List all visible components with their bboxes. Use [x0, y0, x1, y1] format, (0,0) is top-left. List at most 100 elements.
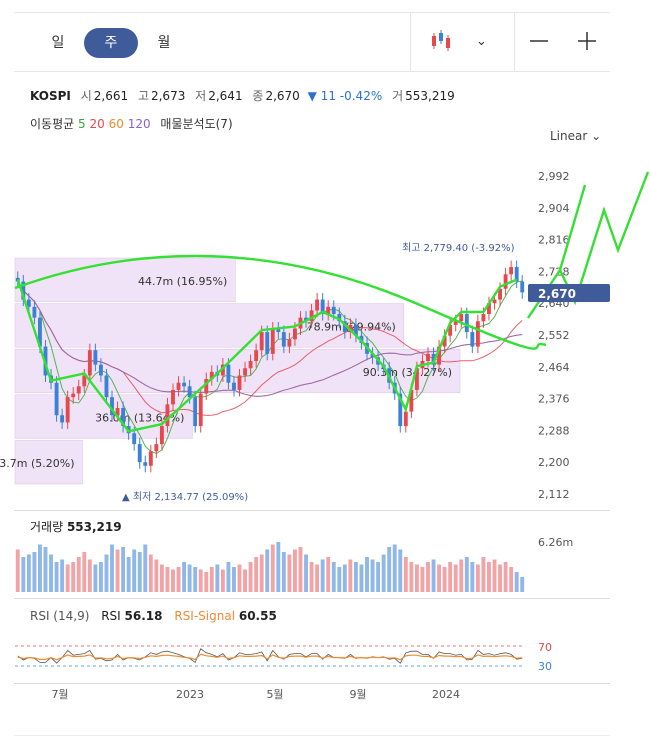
y-tick-label: 2,288: [538, 424, 570, 437]
candle-body: [98, 364, 103, 376]
y-tick-label: 2,728: [538, 265, 570, 278]
candle-body: [342, 321, 347, 333]
volume-bar: [481, 557, 486, 592]
volume-profile-label: 36.0m (13.64%): [95, 412, 184, 425]
volume-bar: [60, 559, 65, 592]
candle-body: [448, 324, 453, 336]
candle-body: [132, 433, 137, 445]
volume-bar: [398, 549, 403, 592]
tab-week[interactable]: 주: [84, 28, 138, 58]
volume-bar: [475, 564, 480, 592]
volume-legend: 거래량 553,219: [30, 518, 122, 535]
candle-body: [71, 393, 76, 398]
volume-bar: [32, 552, 37, 592]
low-marker: ▲ 최저 2,134.77 (25.09%): [122, 491, 248, 503]
quote-summary: KOSPI 시 2,661 고 2,673 저 2,641 종 2,670 ▼ 11 -…: [30, 87, 455, 104]
candle-body: [403, 411, 408, 427]
candle-body: [143, 462, 148, 466]
volume-bar: [453, 564, 458, 592]
tab-month[interactable]: 월: [157, 35, 171, 51]
candle-body: [159, 426, 164, 445]
volume-bar: [232, 567, 236, 592]
indicator-legend[interactable]: 이동평균 5 20 60 120 매물분석도(7): [30, 115, 233, 132]
volume-bar: [520, 577, 525, 592]
y-tick-label: 2,552: [538, 329, 570, 342]
volume-bar: [198, 569, 203, 592]
volume-bar: [270, 544, 275, 592]
candle-body: [398, 393, 403, 427]
volume-bar: [315, 564, 320, 592]
ma-label: 이동평균: [30, 117, 75, 131]
close-value: 2,670: [265, 89, 300, 103]
rsi-level-30: 30: [538, 660, 552, 673]
y-tick-label: 2,112: [538, 488, 570, 501]
volume-bar: [370, 559, 375, 592]
chart-type-button[interactable]: [430, 28, 456, 61]
open-value: 2,661: [93, 89, 129, 103]
volume-bar: [503, 562, 508, 592]
volume-bar: [265, 549, 270, 592]
volume-bar: [514, 572, 519, 592]
candle-body: [154, 444, 159, 452]
candle-body: [176, 382, 181, 390]
candle-body: [82, 375, 87, 387]
volume-bar: [26, 554, 31, 592]
candle-body: [509, 267, 514, 275]
volume-bar: [154, 559, 159, 592]
volume-bar: [381, 554, 386, 592]
chevron-down-icon[interactable]: ⌄: [476, 34, 487, 49]
volume-bar: [276, 542, 281, 592]
candle-body: [26, 299, 31, 307]
volume-bar: [49, 554, 53, 592]
symbol: KOSPI: [30, 89, 71, 103]
volume-bar: [76, 557, 81, 592]
candle-body: [171, 389, 175, 405]
low-label: 저: [195, 89, 207, 103]
candle-body: [287, 339, 292, 347]
zoom-out-button[interactable]: [528, 28, 550, 61]
candle-body: [276, 328, 281, 333]
volume-bar: [459, 559, 464, 592]
candle-body: [281, 332, 286, 347]
candle-body: [38, 317, 42, 347]
volume-bar: [204, 572, 209, 592]
candle-body: [54, 382, 59, 416]
candle-body: [326, 306, 331, 315]
candle-body: [426, 353, 430, 362]
volume-bar: [243, 569, 247, 592]
candle-body: [121, 407, 126, 427]
ma-60: 60: [108, 117, 124, 131]
volume-bar: [110, 544, 114, 592]
plus-icon: [578, 32, 596, 50]
candle-body: [165, 404, 170, 427]
volume-bar: [420, 567, 425, 592]
volume-bar: [309, 562, 314, 592]
divider: [514, 13, 515, 71]
x-tick-label: 2024: [432, 688, 460, 701]
candle-body: [337, 314, 342, 322]
volume-bar: [187, 564, 192, 592]
candle-body: [21, 281, 26, 300]
open-label: 시: [80, 89, 92, 103]
volume-bar: [248, 562, 253, 592]
candle-body: [137, 444, 142, 463]
annotation-stroke: [16, 278, 518, 433]
volume-bar: [304, 554, 308, 592]
tab-day[interactable]: 일: [51, 35, 65, 51]
volume-bar: [71, 562, 76, 592]
candle-body: [481, 314, 486, 322]
volume-bar: [426, 562, 430, 592]
volume-bar: [137, 552, 142, 592]
high-label: 고: [137, 89, 149, 103]
volume-bar: [403, 557, 408, 592]
candle-body: [459, 314, 464, 322]
zoom-in-button[interactable]: [576, 28, 598, 61]
y-tick-label: 2,200: [538, 456, 570, 469]
volume-bar: [509, 567, 514, 592]
volume-bar: [259, 554, 264, 592]
divider: [410, 13, 411, 71]
candle-body: [104, 375, 109, 398]
candle-body: [60, 415, 65, 423]
scale-toggle[interactable]: Linear ⌄: [550, 129, 601, 143]
